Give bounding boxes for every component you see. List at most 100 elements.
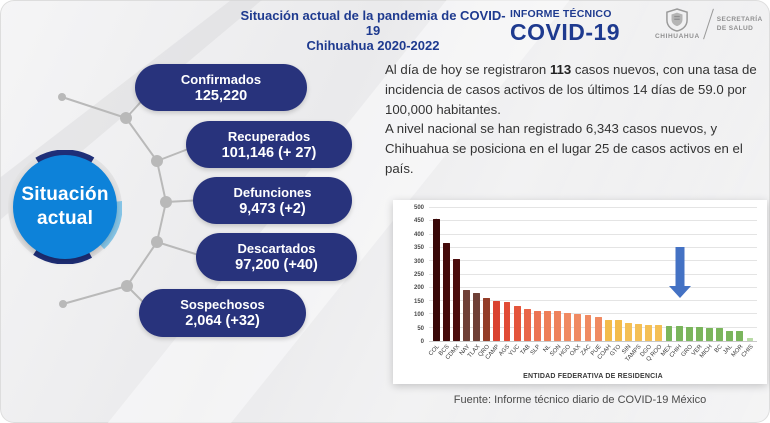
bar-slot-gto: GTO (610, 208, 623, 358)
bar-slot-tab: TAB (520, 208, 532, 356)
summary-p1-before: Al día de hoy se registraron (385, 62, 550, 77)
bar-slot-tamps: TAMPS (625, 208, 644, 363)
bar-slot-ver: VER (691, 208, 704, 357)
stat-value: 9,473 (+2) (239, 200, 306, 217)
bar (685, 326, 693, 341)
bar-slot-yuc: YUC (509, 208, 522, 357)
bar-slot-col: COL (428, 208, 441, 357)
bar-slot-slp: SLP (530, 208, 542, 356)
chart-annotation-arrow (669, 246, 692, 299)
bar (452, 258, 460, 341)
bar (614, 320, 622, 341)
chart-bars: COL BCS CDMX NAY TLAX QRO CAMP AGS YUC TAB SLP NL SO… (428, 208, 757, 363)
bar-slot-bcs: BCS (438, 208, 451, 357)
state-logo-label: CHIHUAHUA (655, 33, 700, 40)
bar-slot-nay: NAY (458, 208, 471, 357)
bar (625, 322, 632, 341)
badge-label: Situación actual (13, 155, 117, 259)
badge-line1: Situación (21, 184, 109, 206)
stat-label: Recuperados (227, 128, 311, 144)
chart-plot: COL BCS CDMX NAY TLAX QRO CAMP AGS YUC TAB SLP NL SO… (428, 207, 757, 363)
bar (655, 324, 663, 341)
x-tick-label: ZAC (579, 344, 593, 357)
arrow-shaft (675, 246, 685, 288)
stat-value: 125,220 (194, 87, 248, 104)
page-title-line2: Chihuahua 2020-2022 (306, 37, 440, 53)
chart-x-axis-title: ENTIDAD FEDERATIVA DE RESIDENCIA (523, 373, 663, 380)
summary-text: Al día de hoy se registraron 113 casos n… (385, 60, 769, 179)
bar (463, 290, 470, 341)
bar (746, 337, 754, 341)
bar-slot-tlax: TLAX (467, 208, 482, 359)
bar-slot-son: SON (549, 208, 563, 358)
bar (594, 316, 602, 341)
ministry-line1: SECRETARÍA (716, 15, 763, 23)
bar (726, 330, 734, 341)
bar (736, 331, 744, 341)
bar-slot-oax: OAX (569, 208, 583, 357)
bar-slot-chih: CHIH (669, 208, 684, 359)
bar (432, 218, 440, 341)
bar-slot-qroo: Q ROO (645, 208, 664, 363)
badge-line2: actual (36, 208, 94, 229)
bar-slot-jal: JAL (723, 208, 735, 356)
bar (635, 324, 642, 341)
bar (574, 314, 582, 341)
bar (645, 324, 653, 341)
x-tick-label: TAB (519, 344, 532, 357)
logo-divider (702, 8, 714, 40)
stat-value: 101,146 (+ 27) (221, 144, 317, 161)
page-title-line1: Situación actual de la pandemia de COVID… (240, 8, 506, 38)
bar (584, 314, 592, 341)
bar-slot-coah: COAH (597, 208, 613, 361)
bar (695, 326, 703, 341)
bar (523, 309, 531, 341)
bar-slot-pue: PUE (590, 208, 603, 357)
logo-group: CHIHUAHUA SECRETARÍA DE SALUD (655, 8, 763, 40)
summary-p1-bold: 113 (549, 62, 572, 77)
bar (513, 306, 521, 341)
stat-pill-confirmados: Confirmados 125,220 (135, 64, 307, 111)
bar (665, 326, 673, 341)
x-tick-label: BC (713, 344, 725, 355)
chihuahua-state-logo: CHIHUAHUA (655, 8, 700, 40)
chart-yticks: 0 50 100 150 200 250 300 350 400 450 500 (413, 205, 424, 345)
stat-label: Sospechosos (180, 297, 265, 312)
stat-label: Defunciones (233, 184, 312, 200)
bar (604, 320, 612, 341)
health-ministry-logo: SECRETARÍA DE SALUD (717, 15, 763, 33)
bar (716, 328, 723, 341)
bar (706, 327, 713, 341)
situation-badge: Situación actual (8, 150, 122, 264)
bar (442, 242, 450, 341)
stat-label: Descartados (237, 241, 316, 256)
arrow-head (669, 286, 692, 299)
bar-slot-hgo: HGO (559, 208, 573, 358)
bar-slot-cdmx: CDMX (444, 208, 461, 361)
summary-paragraph-2: A nivel nacional se han registrado 6,343… (385, 121, 743, 176)
bar-slot-zac: ZAC (580, 208, 593, 357)
summary-p1-after: casos nuevos, con una tasa de incidencia… (385, 62, 757, 117)
report-wordmark-block: INFORME TÉCNICO COVID-19 (510, 8, 650, 44)
ministry-line2: DE SALUD (716, 25, 754, 32)
bar (483, 297, 491, 341)
stat-pill-sospechosos: Sospechosos 2,064 (+32) (139, 289, 306, 337)
covid19-wordmark: COVID-19 (510, 19, 621, 45)
bar-slot-sin: SIN (622, 208, 633, 355)
x-tick-label: SLP (529, 344, 542, 357)
stat-value: 2,064 (+32) (185, 313, 260, 329)
page-title: Situación actual de la pandemia de COVID… (240, 8, 506, 54)
bar-slot-chis: CHIS (740, 208, 755, 359)
stat-pill-recuperados: Recuperados 101,146 (+ 27) (186, 121, 352, 168)
chart-panel: TASA DE INCIDENCIA DE ACTIVOS 0501001502… (393, 200, 767, 384)
badge-ring (8, 150, 122, 264)
bar-slot-qro: QRO (478, 208, 492, 358)
bar-slot-mex: MEX (660, 208, 674, 358)
bar (675, 326, 683, 341)
bar (544, 311, 551, 341)
footer-source: Fuente: Informe técnico diario de COVID-… (453, 394, 707, 406)
bar-slot-nl: NL (542, 208, 552, 354)
summary-paragraph-1: Al día de hoy se registraron 113 casos n… (385, 60, 769, 119)
shield-icon (666, 8, 689, 32)
stat-pill-descartados: Descartados 97,200 (+40) (196, 233, 357, 281)
